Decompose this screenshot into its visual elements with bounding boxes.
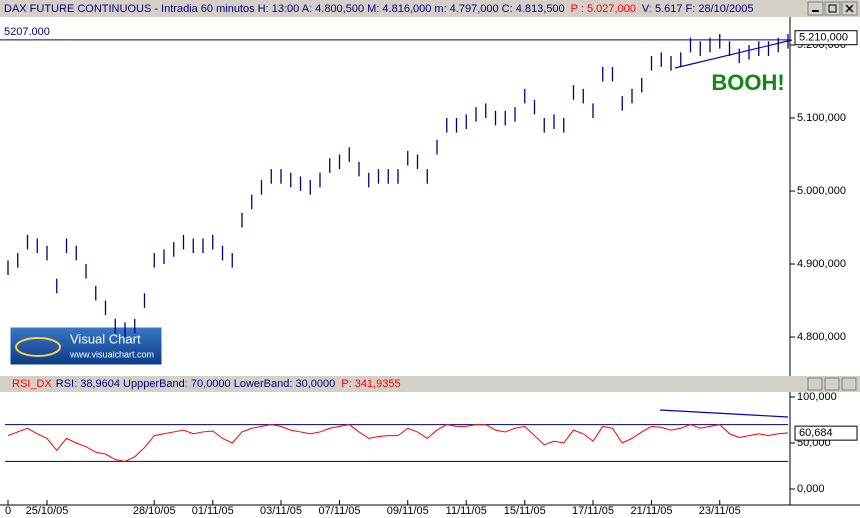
rsi-name: RSI_DX — [12, 378, 52, 390]
rsi-p: P: 341,9355 — [341, 378, 400, 390]
last-value-box — [794, 30, 858, 46]
y-tick-label: 5.100,000 — [797, 112, 846, 124]
header-info: DAX FUTURE CONTINUOUS - Intradia 60 minu… — [4, 3, 565, 15]
x-tick-label: 03/11/05 — [260, 505, 302, 517]
header-rest: V: 5.617 F: 28/10/2005 — [642, 3, 754, 15]
x-tick-label: 17/11/05 — [572, 505, 614, 517]
header-p: P : 5.027,000 — [571, 3, 636, 15]
minimize-button[interactable] — [807, 1, 824, 16]
y-tick-label: 4.900,000 — [797, 258, 846, 270]
trend-line — [674, 39, 793, 69]
rsi-maximize[interactable] — [824, 377, 840, 391]
x-tick-label: 15/11/05 — [504, 505, 546, 517]
window-buttons — [807, 1, 858, 16]
y-tick-label: 0,000 — [797, 483, 825, 495]
x-tick-label: 07/11/05 — [318, 505, 360, 517]
last-value-box — [794, 425, 858, 441]
x-tick-label: 0 — [5, 505, 11, 517]
rsi-close[interactable] — [841, 377, 857, 391]
annotation: BOOH! — [711, 70, 784, 95]
y-tick-label: 100,000 — [797, 391, 837, 403]
rsi-trend-line — [659, 409, 789, 418]
rsi-title-bar — [0, 376, 860, 392]
rsi-info: RSI: 38,9604 UppperBand: 70,0000 LowerBa… — [56, 378, 336, 390]
logo: Visual Chart www.visualchart.com — [9, 326, 163, 366]
x-tick-label: 25/10/05 — [26, 505, 69, 517]
title-bar — [0, 0, 860, 17]
level-label: 5207.000 — [4, 26, 50, 38]
logo-title: Visual Chart — [70, 331, 141, 346]
x-tick-label: 23/11/05 — [699, 505, 741, 517]
header: DAX FUTURE CONTINUOUS - Intradia 60 minu… — [4, 3, 753, 15]
logo-icon — [15, 337, 61, 357]
last-value-label: 5.210,000 — [799, 32, 848, 44]
rsi-header: RSI_DX RSI: 38,9604 UppperBand: 70,0000 L… — [12, 378, 401, 390]
rsi-line — [7, 424, 789, 462]
x-tick-label: 11/11/05 — [446, 505, 487, 517]
y-tick-label: 4.800,000 — [797, 331, 846, 343]
x-tick-label: 28/10/05 — [133, 505, 176, 517]
y-tick-label: 5.000,000 — [797, 185, 846, 197]
last-value-label: 60,684 — [799, 427, 833, 439]
logo-url: www.visualchart.com — [69, 349, 154, 359]
maximize-button[interactable] — [824, 1, 841, 16]
rsi-window-buttons — [807, 377, 857, 391]
x-tick-label: 09/11/05 — [387, 505, 429, 517]
logo-box — [9, 326, 163, 366]
x-tick-label: 01/11/05 — [192, 505, 234, 517]
rsi-minimize[interactable] — [807, 377, 823, 391]
x-tick-label: 21/11/05 — [630, 505, 672, 517]
